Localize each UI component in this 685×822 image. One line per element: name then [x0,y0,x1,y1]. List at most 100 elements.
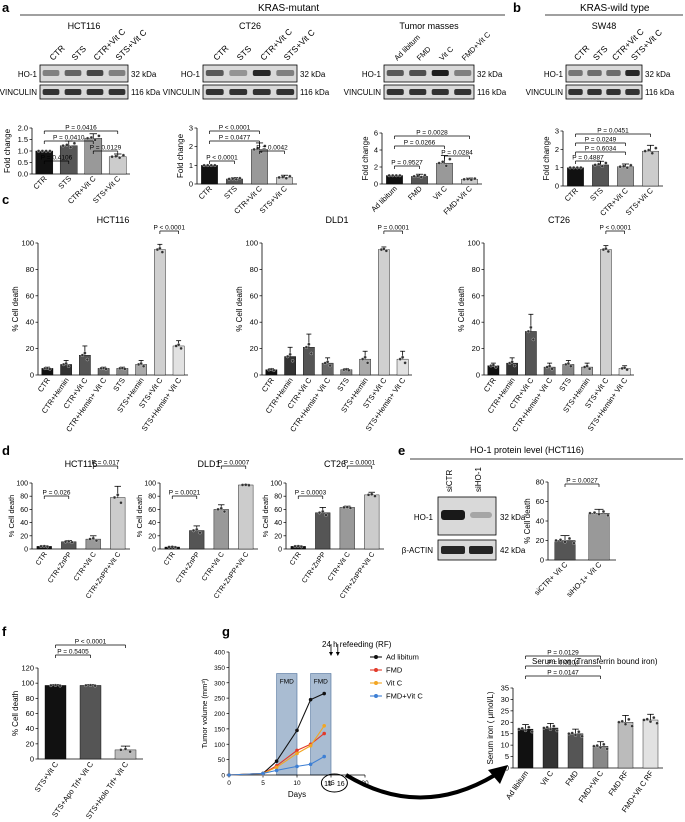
y-tick-label: 60 [536,497,544,506]
data-point [191,528,196,533]
y-tick-label: 40 [274,520,282,527]
data-point [348,506,353,510]
data-point [606,249,610,254]
data-point [643,149,647,153]
y-tick-label: 40 [20,520,28,527]
refeed-label: 24 h refeeding (RF) [322,640,392,649]
data-point [141,364,146,368]
data-point [527,725,531,729]
y-tick-label: 80 [472,265,480,274]
bar [201,165,218,185]
y-tick-label: 350 [214,665,225,672]
data-point [419,175,423,179]
data-point [227,177,231,181]
data-point [394,173,398,178]
data-point [84,683,88,688]
series-marker [308,762,313,767]
blot-band-loading [454,89,472,95]
blot-lane-label: STS [591,43,610,62]
data-point [526,329,531,334]
data-point [44,149,48,153]
data-point [234,177,238,182]
data-point [285,354,290,359]
data-point [72,141,77,145]
data-point [325,360,330,364]
blot-band-ho1 [205,70,224,76]
link-arrow [344,773,497,800]
data-point [256,146,260,150]
data-point [39,544,43,549]
x-tick-label: CTR [482,376,499,394]
blot-band-loading [469,546,493,554]
blot-lane-label: CTR [47,43,66,62]
data-point [252,147,256,152]
data-point [387,173,391,178]
legend-label: Ad libitum [386,653,419,662]
data-point [360,357,365,361]
series-marker [274,765,279,770]
data-point [288,174,292,178]
data-point [441,160,445,164]
series-marker [295,748,299,753]
y-tick-label: 6 [374,129,378,138]
data-point [494,365,498,369]
data-point [93,684,97,688]
data-point [160,250,165,254]
y-tick-label: 100 [245,239,258,248]
y-tick-label: 20 [250,344,258,353]
data-point [423,173,427,177]
data-point [293,544,297,549]
y-tick-label: 100 [144,481,156,488]
blot-band-loading [606,89,621,95]
data-point [64,361,68,366]
pvalue-label: P = 0.026 [43,490,71,497]
data-point [563,540,567,544]
data-point [655,721,659,725]
data-point [400,355,405,359]
y-axis-label: % Cell death [261,495,270,538]
data-point [567,732,571,736]
pvalue-label: P = 0.0410 [53,135,85,142]
y-tick-label: 80 [536,478,544,487]
data-point [179,346,183,351]
y-tick-label: 15 [501,729,509,738]
y-tick-label: 40 [148,520,156,527]
data-point [209,163,213,167]
y-tick-label: 80 [148,494,156,501]
blot-band-loading [587,89,602,95]
blot-box-ho1 [202,64,298,83]
blot-title: Tumor masses [399,21,459,31]
pvalue-label: P < 0.0001 [206,155,238,162]
x-axis-label: Days [288,790,306,799]
y-tick-label: 0.0 [18,170,28,179]
data-point [288,352,292,357]
data-point [307,342,311,346]
bar [542,727,559,769]
legend-label: FMD [386,666,403,675]
y-tick-label: 60 [148,507,156,514]
data-point [219,506,223,510]
y-tick-label: 0 [476,371,480,380]
series-line [228,756,325,776]
serum-title: Serum Iron (Transferrin bound iron) [532,657,658,666]
y-axis-label: Tumor volume (mm³) [200,678,209,748]
data-point [110,155,114,159]
blot-band-ho1 [276,70,295,76]
data-point [42,544,46,548]
blot-band-ho1 [568,70,583,76]
data-point [547,364,552,368]
data-point [65,143,69,147]
data-point [70,540,74,545]
y-tick-label: 40 [26,724,34,733]
bar [359,358,371,376]
series-marker [274,768,279,773]
data-point [198,531,202,535]
data-point [585,364,589,368]
series-marker [295,728,299,733]
y-axis-label: % Cell death [523,498,532,543]
chart-g2: 0 5 10 15 20 25 30 35 Serum iron ( μmol/L) Ad lib… [486,650,663,814]
